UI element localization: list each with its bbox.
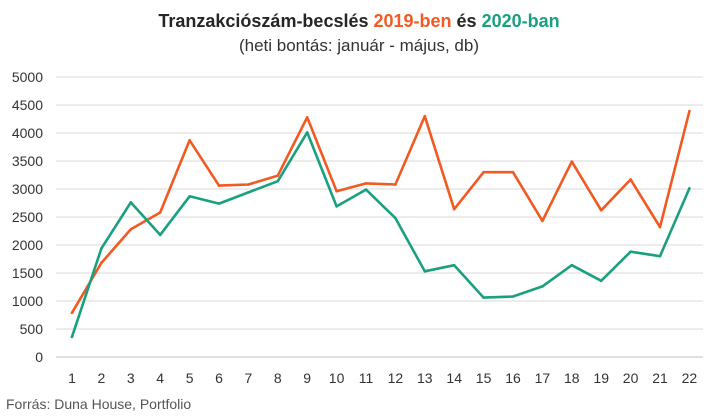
chart-title-prefix: Tranzakciószám-becslés — [158, 11, 374, 31]
data-point-2019-ben — [188, 138, 191, 142]
x-tick-label: 17 — [535, 370, 551, 386]
x-tick-label: 19 — [593, 370, 609, 386]
data-point-2020-ban — [129, 201, 133, 204]
data-point-2020-ban — [452, 263, 456, 267]
x-tick-label: 9 — [303, 370, 311, 386]
chart-title-2019: 2019-ben — [373, 11, 452, 31]
x-tick-label: 12 — [388, 370, 404, 386]
y-tick-label: 5000 — [12, 69, 43, 85]
data-point-2019-ben — [247, 183, 250, 186]
data-point-2020-ban — [100, 247, 103, 250]
x-tick-label: 4 — [156, 370, 164, 386]
chart-title: Tranzakciószám-becslés 2019-ben és 2020-… — [0, 10, 718, 32]
data-point-2019-ben — [541, 219, 544, 223]
data-point-2019-ben — [158, 211, 162, 214]
data-point-2019-ben — [658, 225, 662, 229]
x-tick-label: 5 — [186, 370, 194, 386]
x-tick-label: 7 — [245, 370, 253, 386]
x-tick-label: 2 — [98, 370, 106, 386]
data-point-2019-ben — [394, 183, 397, 186]
data-point-2020-ban — [482, 296, 485, 299]
y-tick-label: 1000 — [12, 293, 43, 309]
data-point-2019-ben — [452, 207, 456, 211]
data-point-2019-ben — [482, 170, 485, 174]
data-point-2020-ban — [688, 187, 691, 190]
x-tick-label: 1 — [68, 370, 76, 386]
data-point-2020-ban — [394, 216, 397, 220]
data-point-2019-ben — [305, 116, 309, 119]
x-tick-label: 6 — [215, 370, 223, 386]
data-point-2020-ban — [423, 270, 427, 273]
data-point-2020-ban — [599, 279, 603, 283]
chart-title-2020: 2020-ban — [481, 11, 560, 31]
data-point-2020-ban — [629, 250, 632, 254]
y-tick-label: 1500 — [12, 265, 43, 281]
x-tick-label: 20 — [623, 370, 639, 386]
x-axis-ticks: 1 2 3 4 5 6 7 8 9 10 11 12 13 14 15 16 17 18 19 20 21 22 — [68, 370, 697, 386]
x-tick-label: 13 — [417, 370, 433, 386]
data-point-2019-ben — [276, 174, 280, 177]
y-tick-label: 4000 — [12, 125, 43, 141]
x-tick-label: 22 — [682, 370, 698, 386]
data-point-2020-ban — [247, 191, 250, 194]
chart-subtitle: (heti bontás: január - május, db) — [238, 36, 479, 55]
y-tick-label: 0 — [35, 349, 43, 365]
gridlines — [56, 76, 703, 358]
x-tick-label: 3 — [127, 370, 135, 386]
y-tick-label: 2000 — [12, 237, 43, 253]
data-point-2019-ben — [70, 311, 74, 315]
data-point-2020-ban — [188, 194, 191, 198]
y-tick-label: 4500 — [12, 97, 43, 113]
data-point-2019-ben — [570, 160, 574, 163]
data-point-2019-ben — [364, 182, 368, 185]
x-tick-label: 15 — [476, 370, 492, 386]
x-tick-label: 21 — [652, 370, 668, 386]
x-tick-label: 10 — [329, 370, 345, 386]
y-tick-label: 3500 — [12, 153, 43, 169]
x-tick-label: 14 — [446, 370, 462, 386]
data-point-2020-ban — [217, 202, 221, 205]
data-point-2020-ban — [70, 335, 74, 339]
y-tick-label: 2500 — [12, 209, 43, 225]
data-point-2019-ben — [129, 228, 133, 231]
x-tick-label: 11 — [359, 370, 374, 386]
x-tick-label: 8 — [274, 370, 282, 386]
data-point-2020-ban — [541, 285, 544, 288]
y-tick-label: 3000 — [12, 181, 43, 197]
chart-title-middle: és — [451, 11, 482, 31]
data-point-2019-ben — [100, 261, 103, 265]
data-point-2020-ban — [570, 263, 574, 267]
y-tick-label: 500 — [20, 321, 44, 337]
data-point-2020-ban — [276, 179, 280, 183]
data-point-2019-ben — [688, 109, 691, 113]
data-point-2019-ben — [423, 114, 427, 118]
x-tick-label: 18 — [564, 370, 580, 386]
data-point-2019-ben — [335, 189, 338, 193]
data-point-2020-ban — [364, 188, 368, 191]
data-point-2019-ben — [511, 170, 515, 174]
series-lines — [70, 109, 691, 339]
data-point-2020-ban — [158, 233, 162, 237]
data-point-2020-ban — [511, 295, 515, 298]
x-tick-label: 16 — [505, 370, 521, 386]
source-note: Forrás: Duna House, Portfolio — [6, 396, 192, 412]
data-point-2019-ben — [629, 178, 632, 181]
series-line-2019-ben — [70, 109, 691, 315]
y-axis-ticks: 0 500 1000 1500 2000 2500 3000 3500 4000 4500 5000 — [12, 69, 43, 365]
data-point-2020-ban — [658, 254, 662, 258]
data-point-2019-ben — [599, 208, 603, 212]
data-point-2020-ban — [335, 205, 338, 208]
data-point-2020-ban — [305, 131, 309, 134]
data-point-2019-ben — [217, 184, 221, 187]
series-line-2020-ban — [70, 131, 691, 339]
